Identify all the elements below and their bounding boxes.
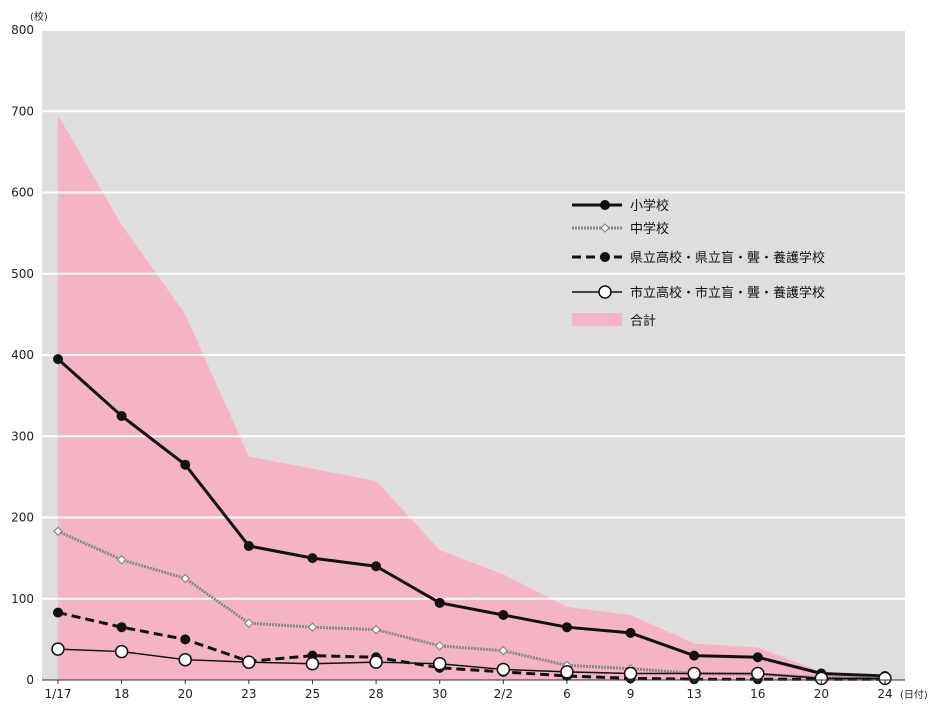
y-axis-unit: (校) [30,10,48,23]
legend-item: 県立高校・県立盲・聾・養護学校 [572,250,825,266]
data-point [432,657,447,671]
data-point [600,223,610,233]
legend-item: 市立高校・市立盲・聾・養護学校 [572,285,825,301]
data-point [243,540,254,551]
data-point [687,666,701,681]
x-tick-label: 24 [877,687,892,701]
series-layer [51,354,892,686]
area-layer [58,115,885,680]
data-point [498,645,509,656]
data-point [53,526,63,537]
data-point [53,354,63,365]
area-total [58,115,885,680]
data-point [625,627,636,638]
legend-label: 小学校 [630,198,669,214]
x-tick-label: 1/17 [45,687,72,701]
data-point [600,200,610,210]
x-tick-label: 18 [114,687,129,701]
x-tick-label: 9 [627,687,635,701]
data-point [116,410,127,421]
data-point [752,652,763,663]
data-point [114,644,129,659]
x-tick-label: 23 [241,687,256,701]
data-point [53,607,63,618]
x-tick-label: 2/2 [494,687,513,701]
series-line [57,357,886,678]
data-point [116,554,127,565]
legend-item: 小学校 [572,198,669,214]
x-tick-label: 20 [814,687,829,701]
data-point [600,252,610,262]
data-point [434,641,445,651]
series-line [57,529,886,680]
y-tick-label: 500 [11,267,34,281]
x-tick-label: 30 [432,687,447,701]
data-point [180,459,191,470]
legend-item: 中学校 [572,221,669,237]
legend-label: 中学校 [630,221,669,237]
data-point [305,657,320,671]
axis-layer: 0 100 200 300 400 500 600 700 800 1/17 18 20 23 25 28 3… [11,23,905,701]
data-point [369,655,383,669]
y-tick-label: 600 [11,186,34,200]
data-point [307,622,318,633]
data-point [623,666,638,681]
data-point [498,610,509,620]
series-line [57,611,885,681]
data-point [560,665,574,679]
legend-label: 市立高校・市立盲・聾・養護学校 [630,285,825,301]
data-point [751,666,765,681]
data-point [243,618,254,628]
data-point [371,561,382,572]
x-tick-label: 28 [368,687,383,701]
x-tick-label: 20 [178,687,193,701]
y-tick-label: 300 [11,429,34,443]
series-solid-thin [51,642,892,686]
y-tick-label: 200 [11,511,34,525]
data-point [180,573,191,584]
data-point [371,624,381,635]
x-axis-unit: (日付) [900,688,928,701]
x-tick-label: 6 [563,687,571,701]
data-point [242,655,256,669]
y-tick-label: 700 [11,104,34,118]
legend-swatch [572,313,622,326]
x-tick-label: 13 [687,687,702,701]
data-point [178,652,192,667]
data-point [307,553,318,564]
data-point [434,597,445,608]
data-point [496,662,511,677]
series-solid-thick [53,354,890,681]
y-tick-label: 100 [11,592,34,606]
x-tick-label: 16 [750,687,765,701]
data-point [689,650,700,661]
legend-item: 合計 [572,313,656,329]
series-line [57,648,885,680]
data-point [561,622,572,633]
data-point [598,285,612,299]
legend-label: 県立高校・県立盲・聾・養護学校 [630,250,825,266]
y-tick-label: 0 [26,673,34,687]
data-point [116,622,127,633]
data-point [814,671,829,686]
data-point [51,642,65,656]
legend-label: 合計 [630,313,656,329]
y-tick-label: 800 [11,23,34,37]
grid-layer [42,29,905,600]
x-tick-label: 25 [305,687,320,701]
data-point [180,634,191,645]
data-point [878,671,892,686]
y-tick-label: 400 [11,348,34,362]
